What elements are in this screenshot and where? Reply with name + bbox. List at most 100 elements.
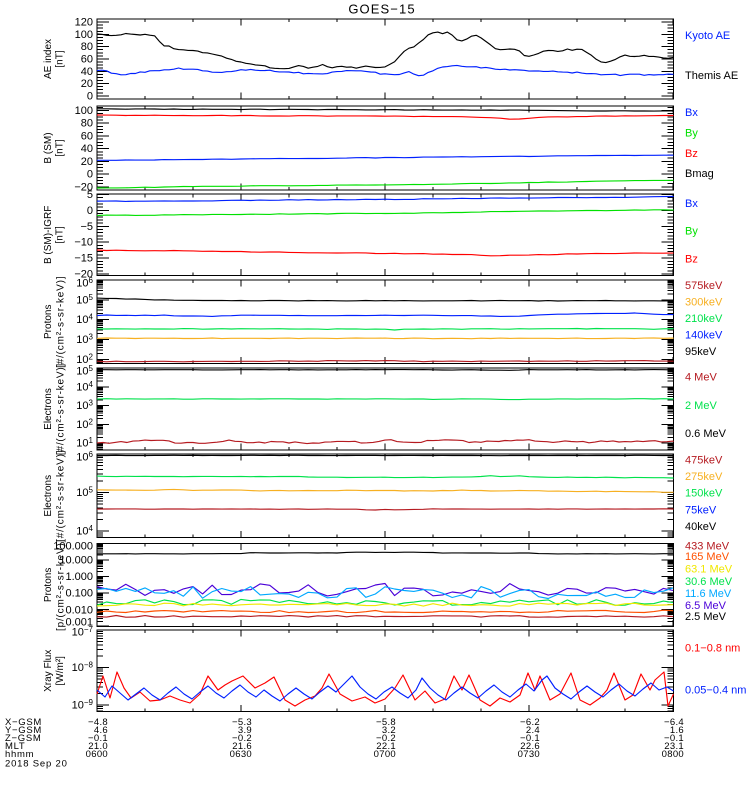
svg-text:By: By [685,127,698,139]
svg-text:−20: −20 [74,269,93,281]
svg-text:165 MeV: 165 MeV [685,551,730,563]
svg-text:AE index: AE index [43,39,54,79]
svg-text:2.4: 2.4 [526,725,540,736]
svg-text:75keV: 75keV [685,504,717,516]
svg-text:0600: 0600 [86,749,108,760]
svg-text:−0.1: −0.1 [88,733,108,744]
svg-text:40: 40 [81,143,93,155]
svg-text:2 MeV: 2 MeV [685,400,717,412]
svg-text:0.05−0.4 nm: 0.05−0.4 nm [685,685,746,697]
svg-text:0.1−0.8 nm: 0.1−0.8 nm [685,643,740,655]
svg-text:20: 20 [81,156,93,168]
svg-text:−5: −5 [80,221,93,233]
svg-text:22.1: 22.1 [376,741,396,752]
svg-text:−20: −20 [74,181,93,193]
svg-text:[nT]: [nT] [54,226,65,243]
svg-text:0800: 0800 [662,749,684,760]
svg-text:hhmm: hhmm [5,749,34,760]
svg-text:210keV: 210keV [685,313,723,325]
svg-text:MLT: MLT [5,741,25,752]
svg-text:0.010: 0.010 [65,604,93,616]
svg-text:Protons: Protons [43,568,54,602]
svg-text:−6.4: −6.4 [664,717,684,728]
svg-text:[nT]: [nT] [55,50,66,67]
svg-text:0: 0 [87,169,93,181]
svg-text:Bmag: Bmag [685,168,714,180]
svg-text:[#/(cm²-s-sr-keV)]: [#/(cm²-s-sr-keV)] [56,363,67,455]
svg-text:0700: 0700 [374,749,396,760]
svg-text:Electrons: Electrons [43,475,54,517]
svg-text:0.001: 0.001 [65,616,93,628]
svg-text:−10: −10 [74,237,93,249]
svg-text:3.9: 3.9 [238,725,252,736]
svg-text:Bz: Bz [685,253,698,265]
svg-text:100: 100 [75,29,93,41]
svg-text:80: 80 [81,118,93,130]
svg-text:[nT]: [nT] [55,139,66,156]
svg-text:275keV: 275keV [685,471,723,483]
svg-text:Y−GSM: Y−GSM [5,725,42,736]
svg-text:By: By [685,226,698,238]
svg-text:120: 120 [75,17,93,29]
svg-text:3.2: 3.2 [382,725,396,736]
svg-text:40keV: 40keV [685,521,717,533]
svg-text:B (SM)-IGRF: B (SM)-IGRF [43,206,54,264]
svg-text:Electrons: Electrons [43,388,54,430]
svg-text:0.6 MeV: 0.6 MeV [685,428,727,440]
svg-text:−4.8: −4.8 [88,717,108,728]
svg-text:475keV: 475keV [685,455,723,467]
svg-text:GOES−15: GOES−15 [348,2,415,17]
svg-text:Z−GSM: Z−GSM [5,733,42,744]
svg-text:Themis AE: Themis AE [685,70,738,82]
svg-text:4.6: 4.6 [94,725,108,736]
svg-text:300keV: 300keV [685,297,723,309]
svg-text:20: 20 [81,78,93,90]
svg-text:2.5 MeV: 2.5 MeV [685,611,727,623]
svg-text:23.1: 23.1 [664,741,684,752]
svg-text:0730: 0730 [518,749,540,760]
svg-text:[p/(cm²-s-sr-keV)]: [p/(cm²-s-sr-keV)] [56,539,67,631]
svg-text:60: 60 [81,130,93,142]
svg-text:11.6 MeV: 11.6 MeV [685,588,732,600]
svg-text:10.000: 10.000 [59,555,93,567]
svg-text:Xray Flux: Xray Flux [43,650,54,692]
svg-text:−5.3: −5.3 [232,717,252,728]
svg-text:21.0: 21.0 [88,741,108,752]
svg-text:4 MeV: 4 MeV [685,372,717,384]
svg-text:1.000: 1.000 [65,571,93,583]
svg-text:Bz: Bz [685,148,698,160]
svg-text:95keV: 95keV [685,346,717,358]
svg-text:40: 40 [81,66,93,78]
svg-text:2018 Sep 20: 2018 Sep 20 [5,759,68,770]
svg-text:150keV: 150keV [685,488,723,500]
svg-text:−6.2: −6.2 [520,717,540,728]
svg-text:433 MeV: 433 MeV [685,541,730,553]
svg-text:100.000: 100.000 [53,540,93,552]
svg-text:63.1 MeV: 63.1 MeV [685,563,733,575]
svg-text:−0.2: −0.2 [376,733,396,744]
svg-text:80: 80 [81,41,93,53]
svg-text:[#/(cm²-s-sr-keV)]: [#/(cm²-s-sr-keV)] [56,276,67,368]
svg-text:X−GSM: X−GSM [5,717,42,728]
svg-text:22.6: 22.6 [520,741,540,752]
svg-text:5: 5 [87,189,93,201]
svg-text:100: 100 [75,105,93,117]
svg-text:−0.1: −0.1 [520,733,540,744]
svg-text:21.6: 21.6 [232,741,252,752]
svg-text:1.6: 1.6 [670,725,684,736]
svg-text:0630: 0630 [230,749,252,760]
svg-text:−0.2: −0.2 [232,733,252,744]
svg-text:30.6 MeV: 30.6 MeV [685,576,733,588]
svg-text:6.5 MeV: 6.5 MeV [685,600,727,612]
svg-text:0: 0 [87,205,93,217]
svg-text:0: 0 [87,90,93,102]
svg-text:B (SM): B (SM) [43,132,54,163]
svg-text:140keV: 140keV [685,330,723,342]
svg-text:Kyoto AE: Kyoto AE [685,30,730,42]
svg-text:[W/m²]: [W/m²] [55,656,66,686]
svg-text:0.100: 0.100 [65,588,93,600]
svg-text:575keV: 575keV [685,280,723,292]
svg-text:−5.8: −5.8 [376,717,396,728]
svg-text:[#/(cm²-s-sr-keV)]: [#/(cm²-s-sr-keV)] [56,450,67,542]
svg-text:Bx: Bx [685,198,698,210]
